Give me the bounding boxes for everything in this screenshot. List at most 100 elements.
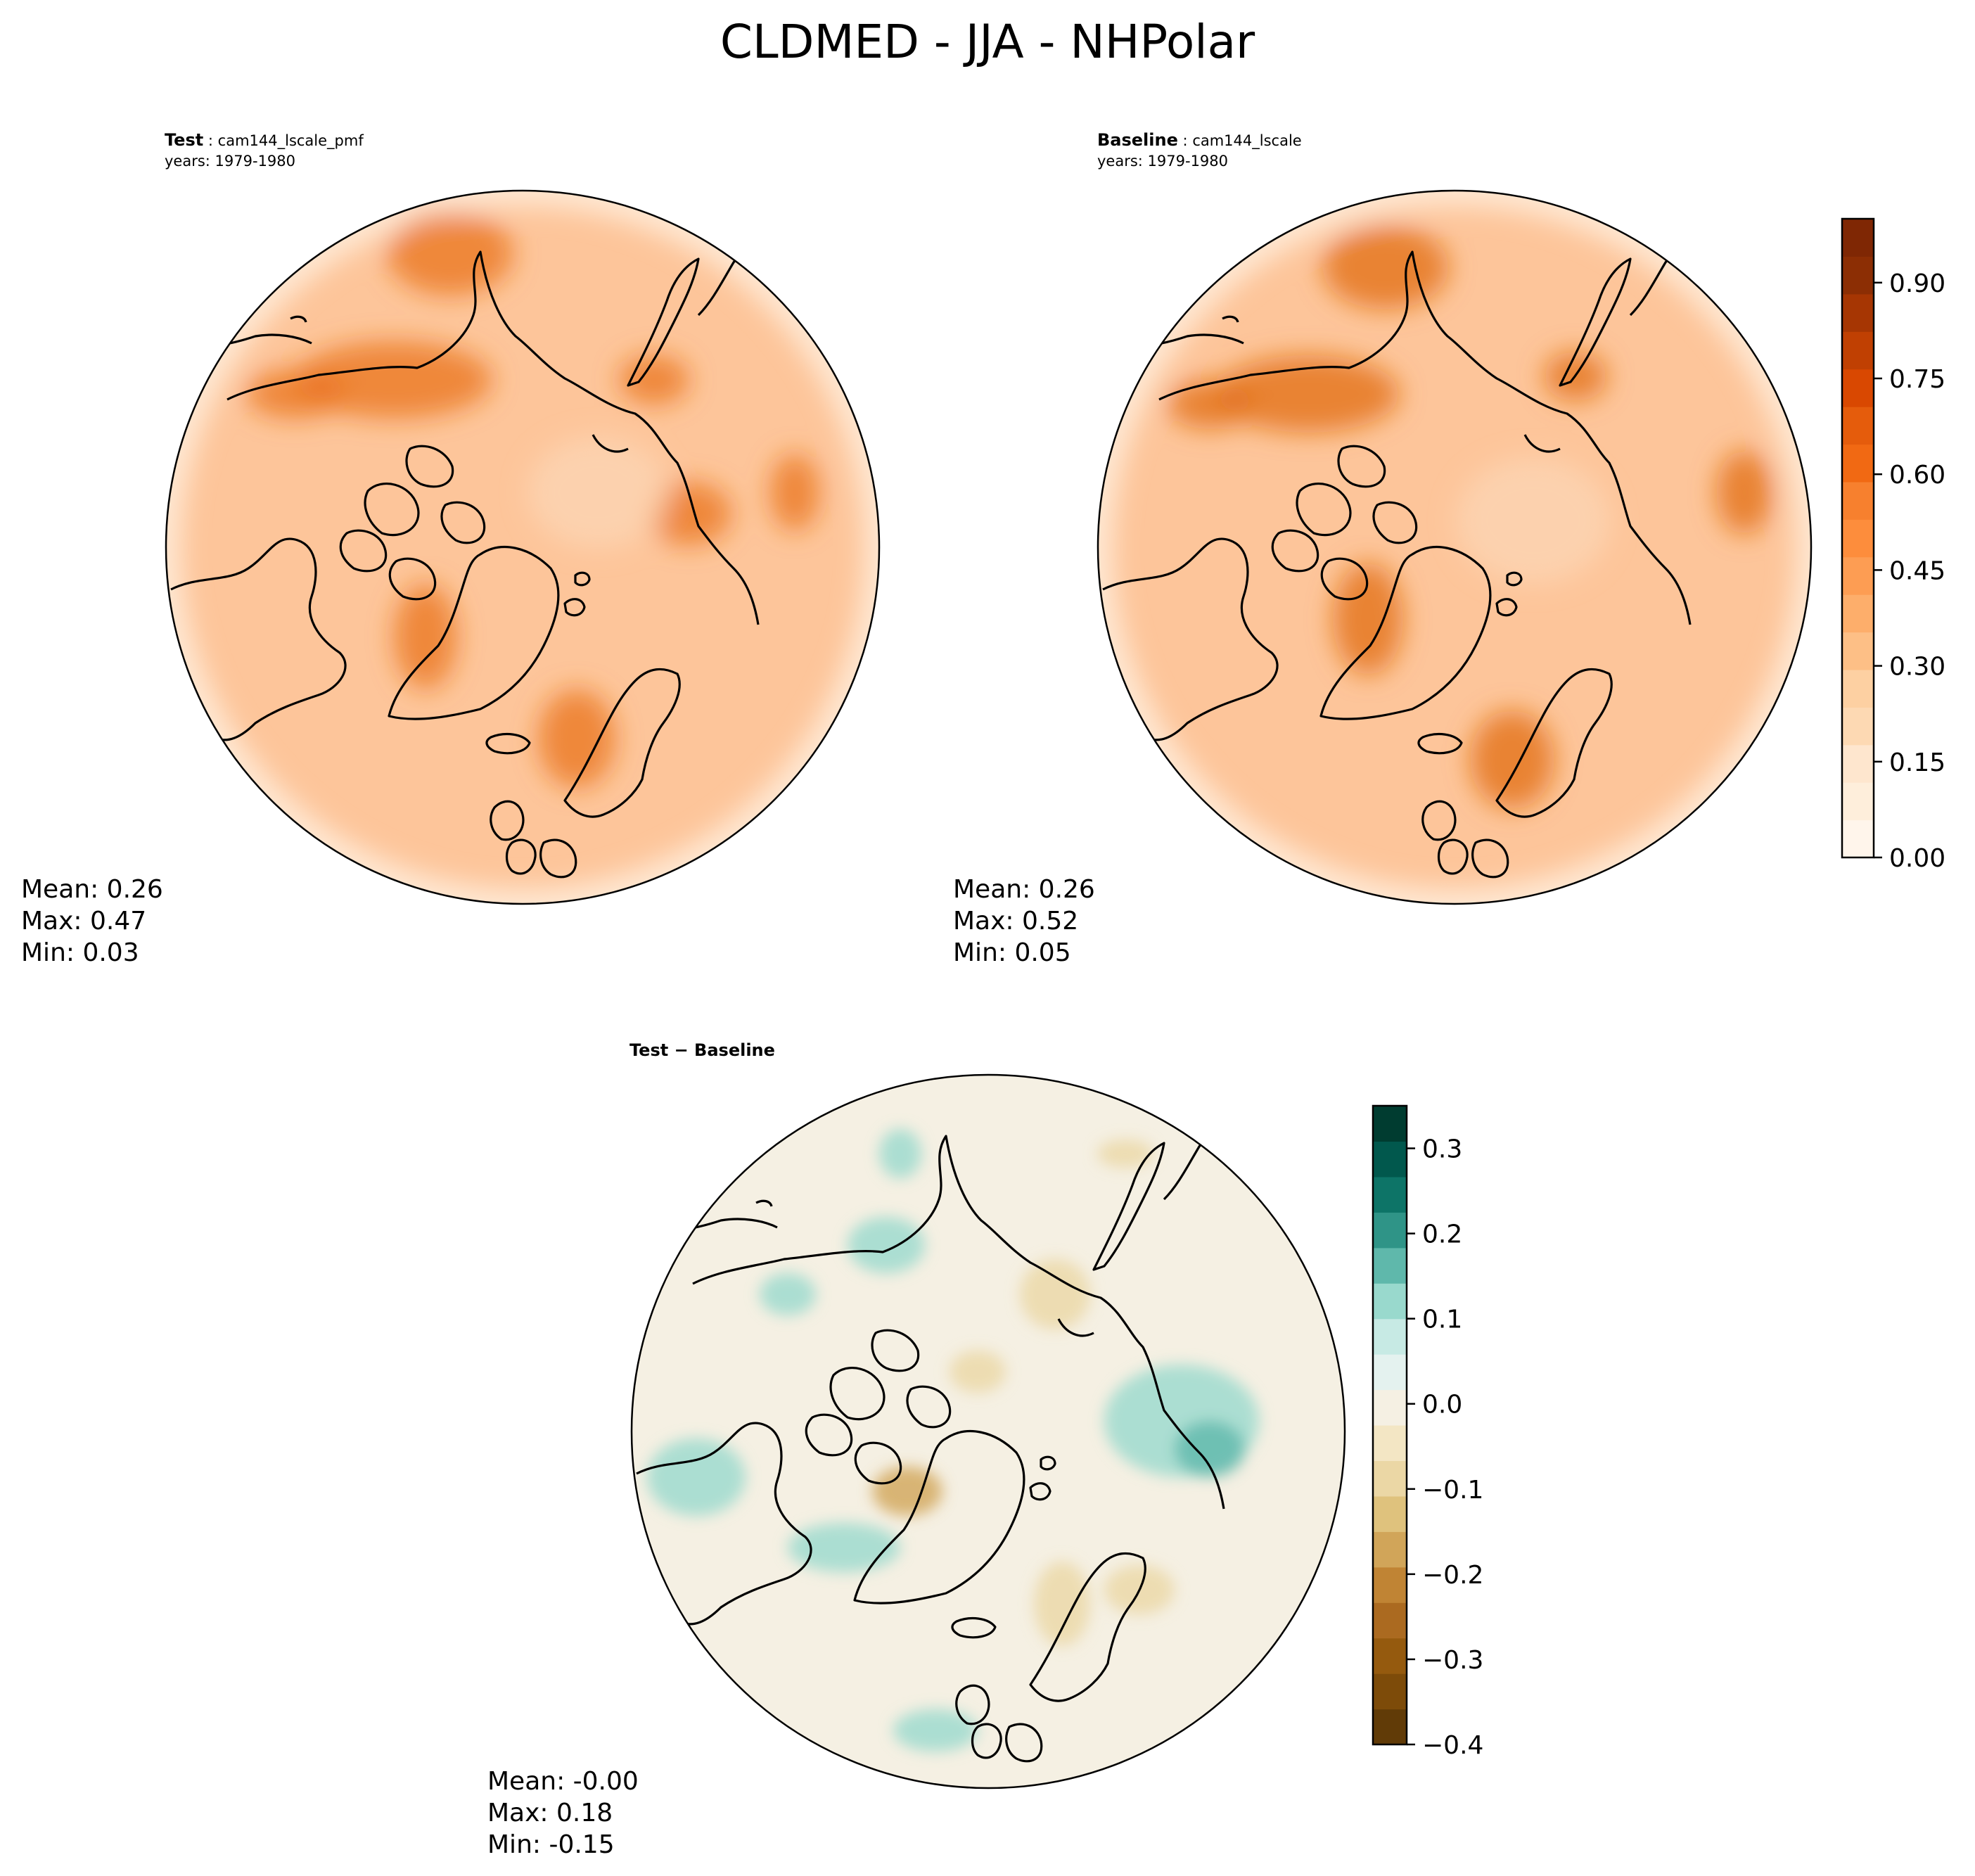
test-max: Max: 0.47 — [21, 907, 146, 936]
diff-field — [647, 1129, 1259, 1751]
panel-baseline: Baseline : cam144_lscale years: 1979-198… — [953, 130, 1813, 967]
colorbar-diff-tick-label: 0.1 — [1422, 1306, 1462, 1334]
diff-tan1 — [872, 1467, 942, 1516]
diff-green2 — [760, 1273, 816, 1315]
test-hot3 — [394, 584, 457, 689]
test-hot2 — [246, 369, 345, 419]
test-hot7 — [538, 689, 615, 788]
colorbar-diff-segment — [1373, 1673, 1407, 1710]
colorbar-main-segment — [1842, 594, 1874, 633]
colorbar-diff-tick-label: −0.4 — [1422, 1731, 1483, 1760]
test-field — [166, 191, 879, 904]
colorbar-diff-segment — [1373, 1602, 1407, 1639]
colorbar-main-tick-label: 0.45 — [1889, 556, 1945, 585]
colorbar-main-segment — [1842, 669, 1874, 708]
panel-test: Test : cam144_lscale_pmf years: 1979-198… — [21, 130, 881, 967]
diff-green5 — [788, 1523, 900, 1572]
colorbar-main-segment — [1842, 481, 1874, 520]
colorbar-main-segment — [1842, 407, 1874, 445]
colorbar-main-tick-label: 0.90 — [1889, 269, 1945, 298]
colorbar-diff-segment — [1373, 1318, 1407, 1355]
colorbar-main-tick-label: 0.15 — [1889, 748, 1945, 777]
baseline-years: years: 1979-1980 — [1097, 153, 1228, 170]
test-hot5 — [770, 454, 819, 531]
colorbar-main-segment — [1842, 331, 1874, 370]
colorbar-main-segment — [1842, 219, 1874, 257]
test-case: cam144_lscale_pmf — [218, 132, 364, 150]
test-hot4 — [619, 355, 689, 404]
colorbar-diff-segment — [1373, 1389, 1407, 1426]
colorbar-diff-segment — [1373, 1460, 1407, 1497]
test-hot1 — [295, 341, 492, 419]
baseline-label: Baseline — [1097, 130, 1178, 150]
colorbar-diff-frame — [1372, 1104, 1408, 1746]
colorbar-main-tick-label: 0.75 — [1889, 365, 1945, 394]
diff-green8 — [647, 1438, 746, 1516]
test-min: Min: 0.03 — [21, 938, 139, 967]
colorbar-main-segment — [1842, 293, 1874, 332]
diff-label: Test − Baseline — [629, 1040, 775, 1060]
colorbar-diff-segment — [1373, 1247, 1407, 1284]
colorbar-diff-segment — [1373, 1176, 1407, 1213]
figure-title: CLDMED - JJA - NHPolar — [720, 15, 1255, 69]
test-header-line: Test : cam144_lscale_pmf — [165, 130, 364, 150]
baseline-hot5 — [1716, 450, 1772, 535]
colorbar-main-frame — [1841, 217, 1875, 859]
colorbar-main-segment — [1842, 707, 1874, 746]
colorbar-main-segment — [1842, 782, 1874, 821]
baseline-map — [1098, 191, 1811, 904]
colorbar-main-segment — [1842, 519, 1874, 558]
diff-map — [632, 1075, 1345, 1788]
diff-tan6 — [950, 1351, 1006, 1393]
diff-tan4 — [1034, 1562, 1090, 1646]
colorbar-main-segment — [1842, 556, 1874, 595]
diff-green4 — [1175, 1421, 1245, 1477]
colorbar-diff-segment — [1373, 1141, 1407, 1178]
test-mean: Mean: 0.26 — [21, 875, 163, 904]
colorbar-main-tick-label: 0.30 — [1889, 653, 1945, 682]
baseline-hot7 — [1322, 225, 1449, 310]
colorbar-diff-segment — [1373, 1354, 1407, 1391]
colorbar-main-segment — [1842, 444, 1874, 483]
panel-diff: Test − Baseline Mean: -0. — [487, 1040, 1346, 1859]
colorbar-main-segment — [1842, 632, 1874, 670]
colorbar-main-segment — [1842, 256, 1874, 295]
baseline-ocean1 — [1456, 457, 1611, 584]
colorbar-main-tick-label: 0.60 — [1889, 461, 1945, 490]
baseline-map-border — [1097, 189, 1813, 905]
test-label: Test — [165, 130, 203, 150]
colorbar-diff: 0.3 0.2 0.1 0.0 −0.1 −0.2 −0.3 −0.4 — [1372, 1104, 1483, 1760]
colorbar-main: 0.00 0.15 0.30 0.45 0.60 0.75 0.90 — [1841, 217, 1945, 873]
colorbar-main-segment — [1842, 819, 1874, 858]
colorbar-diff-tick-label: 0.0 — [1422, 1391, 1462, 1419]
diff-max: Max: 0.18 — [487, 1799, 613, 1827]
diff-tan5 — [1097, 1140, 1153, 1168]
baseline-hot6 — [1470, 710, 1554, 809]
colorbar-diff-tick-label: −0.1 — [1422, 1476, 1483, 1505]
test-map — [166, 191, 879, 904]
baseline-mean: Mean: 0.26 — [953, 875, 1095, 904]
diff-map-base — [632, 1075, 1345, 1788]
colorbar-diff-tick-label: −0.2 — [1422, 1561, 1483, 1590]
baseline-max: Max: 0.52 — [953, 907, 1078, 936]
test-hot6 — [647, 482, 731, 545]
colorbar-diff-tick-label: 0.2 — [1422, 1220, 1462, 1249]
colorbar-diff-segment — [1373, 1709, 1407, 1745]
colorbar-diff-tick-label: −0.3 — [1422, 1646, 1483, 1675]
colorbar-diff-segment — [1373, 1531, 1407, 1568]
baseline-hot2 — [1168, 380, 1252, 429]
colorbar-diff-segment — [1373, 1212, 1407, 1249]
diff-green7 — [879, 1129, 921, 1178]
baseline-hot3 — [1333, 563, 1403, 675]
diff-mean: Mean: -0.00 — [487, 1767, 639, 1796]
colorbar-diff-segment — [1373, 1106, 1407, 1142]
colorbar-main-segment — [1842, 369, 1874, 407]
colorbar-diff-tick-label: 0.3 — [1422, 1135, 1462, 1164]
test-years: years: 1979-1980 — [165, 153, 295, 170]
colorbar-diff-segment — [1373, 1566, 1407, 1603]
test-map-border — [165, 189, 881, 905]
colorbar-main-segment — [1842, 744, 1874, 783]
test-hot8 — [387, 211, 513, 295]
baseline-case: cam144_lscale — [1192, 132, 1301, 150]
